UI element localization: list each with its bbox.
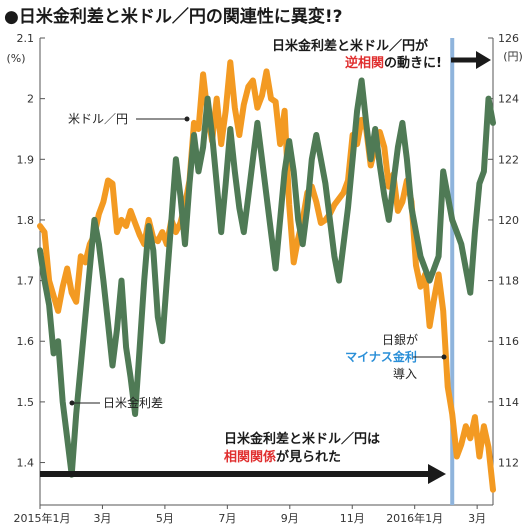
x-tick-label: 5月 <box>156 512 174 525</box>
right-tick-label: 114 <box>498 396 519 409</box>
right-tick-label: 118 <box>498 275 519 288</box>
right-tick-label: 120 <box>498 214 519 227</box>
bottom-arrow-head <box>428 464 446 484</box>
left-tick-label: 1.4 <box>17 457 35 470</box>
boj-leader-dot <box>441 354 447 360</box>
arrows-layer <box>40 51 491 484</box>
right-tick-label: 122 <box>498 153 519 166</box>
right-tick-label: 126 <box>498 32 519 45</box>
x-tick-label: 3月 <box>468 512 486 525</box>
boj-annotation-line3: 導入 <box>393 367 417 381</box>
right-tick-label: 116 <box>498 335 519 348</box>
x-tick-label: 7月 <box>218 512 236 525</box>
left-tick-label: 1.9 <box>17 153 35 166</box>
boj-annotation-line1: 日銀が <box>382 332 418 347</box>
x-tick-label: 2016年1月 <box>386 511 443 525</box>
chart-title: ●日米金利差と米ドル／円の関連性に異変!? <box>4 6 342 27</box>
series-layer <box>37 59 496 493</box>
x-tick-label: 2015年1月 <box>14 511 71 525</box>
bottom-annotation-red: 相関関係 <box>224 449 276 465</box>
right-tick-label: 112 <box>498 457 519 470</box>
usdjpy-series-line <box>37 59 496 493</box>
spread-series-label: 日米金利差 <box>103 395 163 410</box>
left-tick-label: 2 <box>27 93 34 106</box>
left-tick-label: 1.8 <box>17 214 35 227</box>
left-tick-label: 2.1 <box>17 32 35 45</box>
bottom-annotation-line2: 相関関係が見られた <box>224 449 341 465</box>
left-tick-label: 1.6 <box>17 335 35 348</box>
boj-annotation-line2: マイナス金利 <box>345 349 417 364</box>
usdjpy-leader-dot <box>184 116 190 122</box>
left-tick-label: 1.7 <box>17 275 35 288</box>
bottom-annotation-rest: が見られた <box>276 449 341 465</box>
axes: 2.1 2 1.9 1.8 1.7 1.6 1.5 1.4 (%) 126 124 122 120 118… <box>6 32 522 525</box>
right-tick-label: 124 <box>498 93 519 106</box>
usdjpy-series-label: 米ドル／円 <box>68 112 128 126</box>
spread-leader-dot <box>69 400 75 406</box>
top-annotation-line2: 逆相関の動きに! <box>345 55 442 71</box>
top-arrow-head <box>476 51 491 69</box>
top-annotation-rest: の動きに! <box>384 55 442 71</box>
bottom-annotation-line1: 日米金利差と米ドル／円は <box>224 431 380 447</box>
left-tick-label: 1.5 <box>17 396 35 409</box>
top-annotation-red: 逆相関 <box>345 55 384 71</box>
x-tick-label: 9月 <box>281 512 299 525</box>
left-axis-unit: (%) <box>6 52 25 65</box>
top-annotation-line1: 日米金利差と米ドル／円が <box>272 38 428 54</box>
x-tick-label: 11月 <box>340 512 365 525</box>
x-tick-label: 3月 <box>93 512 111 525</box>
right-axis-unit: (円) <box>503 50 523 63</box>
spread-series-line <box>37 77 496 478</box>
